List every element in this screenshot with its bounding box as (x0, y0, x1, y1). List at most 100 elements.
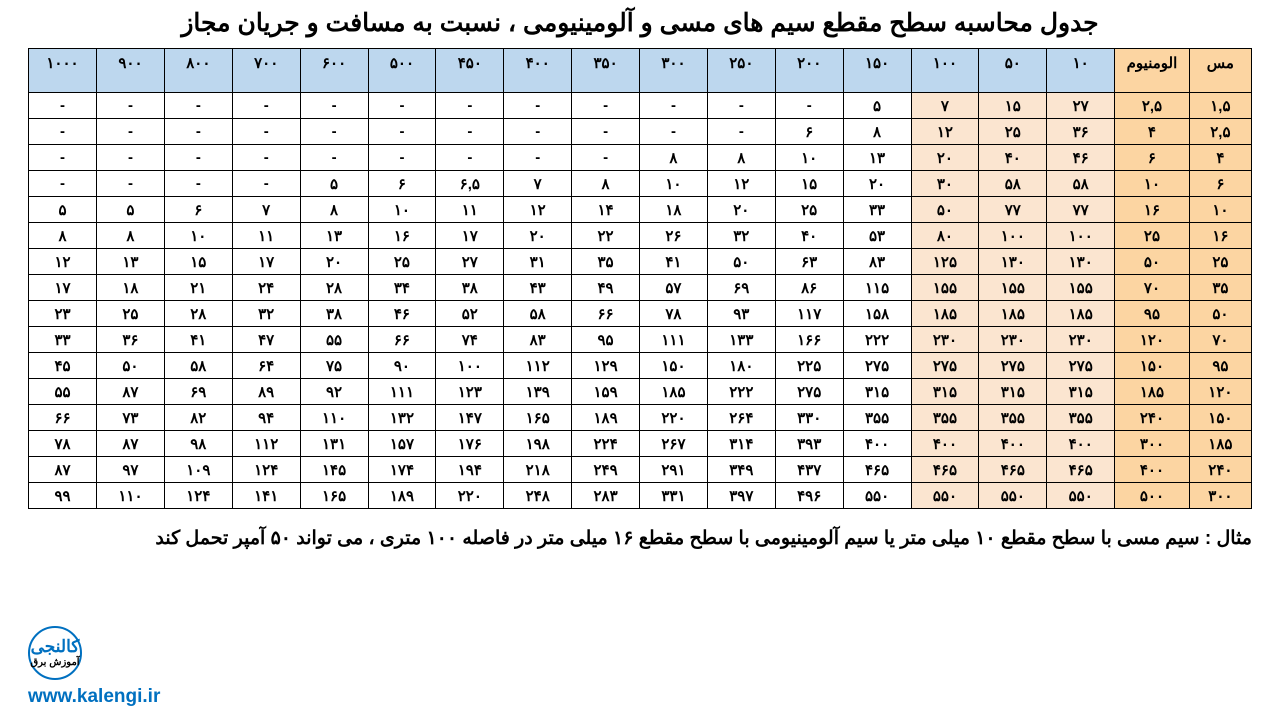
cell-value: - (504, 145, 572, 171)
cell-value: ۶۹ (164, 379, 232, 405)
cell-value: - (504, 93, 572, 119)
cell-value: - (300, 93, 368, 119)
column-distance: ۸۰۰ (164, 49, 232, 93)
cell-value: ۲۲۲ (707, 379, 775, 405)
cell-value: ۹۳ (707, 301, 775, 327)
cell-copper: ۷۰ (1189, 327, 1251, 353)
cell-value: ۲۶۷ (640, 431, 708, 457)
cell-value: ۱۰ (640, 171, 708, 197)
cell-value: ۱۰۰ (436, 353, 504, 379)
cell-value: ۲۲۵ (775, 353, 843, 379)
cell-value: ۲۵ (775, 197, 843, 223)
cell-value: ۱۵۵ (911, 275, 979, 301)
cell-value: ۲۷ (436, 249, 504, 275)
cell-value: - (97, 119, 165, 145)
cell-value: ۸۹ (232, 379, 300, 405)
table-row: ۲۴۰۴۰۰۴۶۵۴۶۵۴۶۵۴۶۵۴۳۷۳۴۹۲۹۱۲۴۹۲۱۸۱۹۴۱۷۴۱… (29, 457, 1252, 483)
cell-value: ۱۴۷ (436, 405, 504, 431)
cell-value: ۱۱ (232, 223, 300, 249)
cell-value: - (29, 171, 97, 197)
cell-value: - (232, 145, 300, 171)
cell-value: ۸۳ (504, 327, 572, 353)
cell-value: ۳۱۵ (843, 379, 911, 405)
cell-copper: ۱۰ (1189, 197, 1251, 223)
cell-aluminum: ۵۰۰ (1115, 483, 1190, 509)
cell-value: ۲۰ (504, 223, 572, 249)
cell-value: ۱۲۵ (911, 249, 979, 275)
cell-value: - (164, 171, 232, 197)
table-row: ۴۶۴۶۴۰۲۰۱۳۱۰۸۸--------- (29, 145, 1252, 171)
cell-value: - (97, 145, 165, 171)
cell-value: - (572, 145, 640, 171)
cell-value: ۲۶۴ (707, 405, 775, 431)
cell-value: ۸ (572, 171, 640, 197)
column-aluminum: الومنیوم (1115, 49, 1190, 93)
column-distance: ۵۰ (979, 49, 1047, 93)
cell-value: ۷۸ (640, 301, 708, 327)
cell-value: ۱۱۱ (368, 379, 436, 405)
cell-value: ۹۲ (300, 379, 368, 405)
cell-value: ۱۷ (29, 275, 97, 301)
cell-value: ۶ (164, 197, 232, 223)
cell-copper: ۲۴۰ (1189, 457, 1251, 483)
cell-value: ۲۹۱ (640, 457, 708, 483)
cell-aluminum: ۴ (1115, 119, 1190, 145)
cell-value: ۴۹ (572, 275, 640, 301)
cell-value: ۴۶ (368, 301, 436, 327)
cell-value: ۵۵۰ (911, 483, 979, 509)
cell-value: ۶۳ (775, 249, 843, 275)
cell-value: - (572, 119, 640, 145)
cell-value: ۱۲ (29, 249, 97, 275)
cell-value: ۷۴ (436, 327, 504, 353)
cell-value: ۳۵۵ (911, 405, 979, 431)
cell-value: ۳۹۷ (707, 483, 775, 509)
cell-value: ۱۹۴ (436, 457, 504, 483)
table-row: ۷۰۱۲۰۲۳۰۲۳۰۲۳۰۲۲۲۱۶۶۱۳۳۱۱۱۹۵۸۳۷۴۶۶۵۵۴۷۴۱… (29, 327, 1252, 353)
cell-value: ۷ (232, 197, 300, 223)
cell-value: - (97, 93, 165, 119)
cell-value: - (368, 145, 436, 171)
cell-value: ۳۱۴ (707, 431, 775, 457)
cell-value: ۲۰ (300, 249, 368, 275)
cell-value: ۳۳۱ (640, 483, 708, 509)
cell-value: ۱۰۹ (164, 457, 232, 483)
cell-value: ۶۶ (29, 405, 97, 431)
cell-value: ۱۱۲ (504, 353, 572, 379)
cell-aluminum: ۱۵۰ (1115, 353, 1190, 379)
cell-value: ۸۶ (775, 275, 843, 301)
cell-value: ۱۵۷ (368, 431, 436, 457)
cell-value: ۱۸۹ (572, 405, 640, 431)
cell-value: ۷۵ (300, 353, 368, 379)
cell-value: ۵۰ (707, 249, 775, 275)
cell-value: ۱۸ (97, 275, 165, 301)
cell-value: ۱۲ (707, 171, 775, 197)
column-distance: ۲۰۰ (775, 49, 843, 93)
cell-copper: ۱۵۰ (1189, 405, 1251, 431)
cell-value: ۱۶۶ (775, 327, 843, 353)
cell-value: ۷۸ (29, 431, 97, 457)
cell-value: - (707, 93, 775, 119)
cell-value: ۸ (843, 119, 911, 145)
cell-value: ۲۸۳ (572, 483, 640, 509)
cell-value: ۲۷۵ (775, 379, 843, 405)
cell-value: ۳۱ (504, 249, 572, 275)
cell-value: ۱۳۲ (368, 405, 436, 431)
table-row: ۱۲۰۱۸۵۳۱۵۳۱۵۳۱۵۳۱۵۲۷۵۲۲۲۱۸۵۱۵۹۱۳۹۱۲۳۱۱۱۹… (29, 379, 1252, 405)
cell-value: - (29, 119, 97, 145)
cell-value: ۳۱۵ (1047, 379, 1115, 405)
brand-logo: کالنجی آموزش برق (28, 626, 82, 680)
cell-value: ۴۷ (232, 327, 300, 353)
cell-value: ۲۵ (97, 301, 165, 327)
cell-value: ۲۸ (300, 275, 368, 301)
cell-aluminum: ۱۲۰ (1115, 327, 1190, 353)
cell-aluminum: ۲۵ (1115, 223, 1190, 249)
cell-value: - (504, 119, 572, 145)
cell-value: ۱۶ (368, 223, 436, 249)
cell-value: ۲۴۹ (572, 457, 640, 483)
cell-copper: ۳۵ (1189, 275, 1251, 301)
cell-value: - (640, 93, 708, 119)
cell-value: ۱۵ (164, 249, 232, 275)
cell-value: ۴۰۰ (1047, 431, 1115, 457)
cell-value: ۹۷ (97, 457, 165, 483)
cell-value: - (572, 93, 640, 119)
